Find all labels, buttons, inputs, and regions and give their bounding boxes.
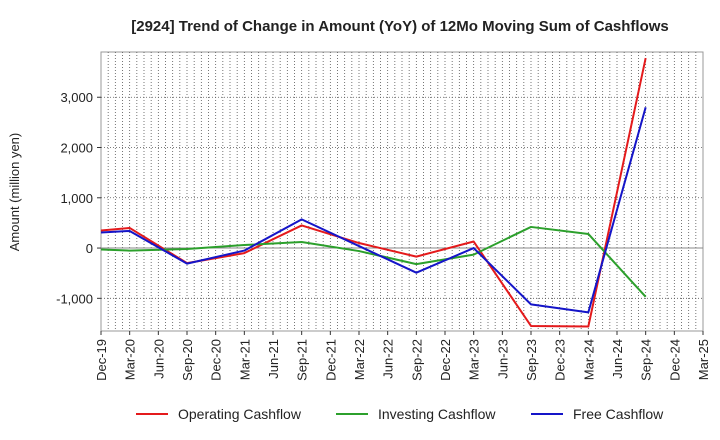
x-tick-label: Dec-23 bbox=[553, 339, 568, 381]
x-tick-label: Mar-21 bbox=[237, 339, 252, 380]
x-tick-label: Dec-20 bbox=[209, 339, 224, 381]
x-tick-label: Dec-21 bbox=[323, 339, 338, 381]
series-line-free-cashflow bbox=[100, 107, 647, 314]
plot-area: -1,000 0 1,000 2,000 3,000 Dec-19 Mar-20 Jun-20… bbox=[56, 51, 711, 381]
y-tick-label: 0 bbox=[86, 241, 93, 256]
legend: Operating Cashflow Investing Cashflow Free… bbox=[136, 406, 664, 422]
x-tick-label: Jun-22 bbox=[381, 339, 396, 379]
x-tick-label: Jun-21 bbox=[266, 339, 281, 379]
x-tick-label: Mar-22 bbox=[352, 339, 367, 380]
x-tick-label: Dec-24 bbox=[667, 339, 682, 381]
legend-label-investing-cashflow: Investing Cashflow bbox=[378, 406, 496, 422]
x-tick-label: Mar-25 bbox=[696, 339, 711, 380]
y-tick-label: 1,000 bbox=[60, 191, 93, 206]
legend-label-operating-cashflow: Operating Cashflow bbox=[178, 406, 302, 422]
x-tick-label: Jun-20 bbox=[151, 339, 166, 379]
x-tick-label: Mar-24 bbox=[581, 339, 596, 380]
legend-label-free-cashflow: Free Cashflow bbox=[573, 406, 664, 422]
series-line-operating-cashflow bbox=[100, 57, 647, 328]
series-line-investing-cashflow bbox=[100, 225, 647, 298]
plot-frame bbox=[100, 51, 704, 332]
x-tick-label: Dec-19 bbox=[94, 339, 109, 381]
y-tick-label: 3,000 bbox=[60, 90, 93, 105]
y-tick-label: -1,000 bbox=[56, 291, 93, 306]
x-tick-label: Mar-20 bbox=[123, 339, 138, 380]
x-tick-label: Sep-22 bbox=[409, 339, 424, 381]
x-tick-label: Mar-23 bbox=[467, 339, 482, 380]
x-tick-label: Sep-20 bbox=[180, 339, 195, 381]
y-axis-label: Amount (million yen) bbox=[7, 133, 22, 252]
x-tick-label: Sep-23 bbox=[524, 339, 539, 381]
x-tick-label: Sep-21 bbox=[295, 339, 310, 381]
x-tick-label: Dec-22 bbox=[438, 339, 453, 381]
x-tick-label: Sep-24 bbox=[639, 339, 654, 381]
chart-title: [2924] Trend of Change in Amount (YoY) o… bbox=[131, 18, 669, 35]
x-tick-label: Jun-23 bbox=[495, 339, 510, 379]
y-tick-label: 2,000 bbox=[60, 141, 93, 156]
x-tick-label: Jun-24 bbox=[610, 339, 625, 379]
